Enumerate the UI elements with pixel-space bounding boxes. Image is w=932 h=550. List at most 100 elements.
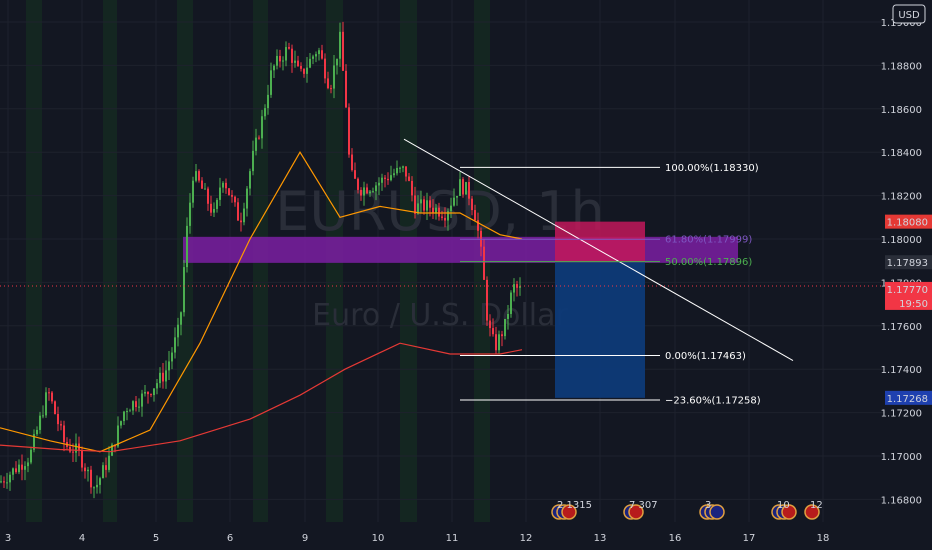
candle-body: [6, 482, 8, 484]
candle-body: [279, 55, 281, 62]
candle-body: [306, 67, 308, 74]
candle-body: [126, 411, 128, 413]
price-tick-label: 1.17000: [881, 452, 922, 463]
candle-body: [153, 388, 155, 396]
fibonacci-retracement[interactable]: 100.00%(1.18330) 61.80%(1.17999) 50.00%(1.…: [460, 163, 761, 407]
candle-body: [495, 334, 497, 351]
candle-body: [486, 279, 488, 321]
candle-body: [426, 200, 428, 211]
price-tick-label: 1.18000: [881, 235, 922, 246]
candle-body: [285, 47, 287, 61]
candle-body: [432, 207, 434, 213]
currency-button[interactable]: USD: [892, 4, 926, 24]
stop-loss-zone: [555, 221, 645, 263]
watermark-subtitle: Euro / U.S. Dollar: [312, 298, 568, 333]
candle-body: [408, 176, 410, 181]
time-tick-label: 13: [594, 533, 607, 544]
candle-body: [255, 137, 257, 151]
candle-body: [273, 65, 275, 71]
candle-body: [261, 116, 263, 139]
candle-body: [141, 393, 143, 407]
candles: [0, 21, 521, 499]
candle-body: [105, 465, 107, 470]
candle-body: [333, 65, 335, 89]
candle-body: [312, 56, 314, 59]
economic-events[interactable]: 2 1315 7 307 3 10 12: [551, 500, 823, 520]
price-tick-label: 1.16800: [881, 495, 922, 506]
candle-body: [378, 182, 380, 186]
moving-averages: [0, 151, 523, 453]
price-badge-value: 1.17770: [887, 285, 928, 296]
candle-body: [438, 207, 440, 217]
candle-body: [135, 401, 137, 408]
candle-body: [345, 70, 347, 108]
candle-body: [435, 207, 437, 213]
time-tick-label: 18: [817, 533, 830, 544]
candle-body: [51, 392, 53, 402]
price-badge-value: 1.17893: [887, 258, 928, 269]
candle-body: [300, 66, 302, 69]
event-marker[interactable]: 7 307: [623, 500, 658, 520]
time-tick-label: 17: [743, 533, 756, 544]
fib-level[interactable]: 100.00%(1.18330): [460, 163, 759, 174]
candle-body: [462, 179, 464, 195]
candle-body: [108, 455, 110, 470]
fib-level[interactable]: −23.60%(1.17258): [460, 396, 761, 407]
candle-body: [492, 328, 494, 335]
candle-body: [18, 464, 20, 473]
us-flag-icon: [781, 504, 797, 520]
price-tick-label: 1.17200: [881, 409, 922, 420]
time-tick-label: 16: [669, 533, 682, 544]
candle-body: [57, 413, 59, 425]
event-marker[interactable]: 2 1315: [551, 500, 592, 520]
candle-body: [240, 220, 242, 223]
fib-level[interactable]: 61.80%(1.17999): [460, 235, 752, 246]
candle-body: [24, 466, 26, 470]
candle-body: [183, 267, 185, 313]
event-marker[interactable]: 10: [771, 500, 797, 520]
candle-body: [99, 478, 101, 485]
price-tick-label: 1.17400: [881, 365, 922, 376]
candle-body: [294, 60, 296, 63]
fib-level[interactable]: 50.00%(1.17896): [460, 257, 752, 268]
candle-body: [12, 468, 14, 475]
candle-body: [39, 415, 41, 430]
candle-body: [264, 108, 266, 117]
candle-body: [216, 199, 218, 209]
time-tick-label: 11: [446, 533, 459, 544]
price-tick-label: 1.18200: [881, 192, 922, 203]
candle-body: [453, 197, 455, 206]
candle-body: [456, 195, 458, 198]
candle-body: [207, 188, 209, 204]
candle-body: [63, 425, 65, 443]
candle-body: [450, 205, 452, 212]
candle-body: [405, 166, 407, 177]
trend-line[interactable]: [403, 138, 794, 361]
fib-level[interactable]: 0.00%(1.17463): [460, 351, 746, 362]
event-marker[interactable]: 12: [804, 500, 823, 520]
price-badge-countdown: 19:50: [899, 299, 928, 310]
us-flag-icon: [628, 504, 644, 520]
candle-body: [507, 313, 509, 319]
candle-body: [222, 182, 224, 188]
time-axis[interactable]: [0, 522, 932, 550]
candle-body: [444, 217, 446, 221]
candle-body: [384, 177, 386, 179]
candle-body: [195, 171, 197, 181]
drawings[interactable]: [403, 138, 794, 361]
time-tick-label: 5: [153, 533, 159, 544]
candle-body: [54, 401, 56, 414]
candle-body: [129, 410, 131, 412]
candle-body: [459, 179, 461, 196]
candle-body: [231, 195, 233, 197]
candle-body: [249, 171, 251, 189]
candle-body: [30, 449, 32, 463]
candle-body: [501, 334, 503, 337]
candle-body: [372, 191, 374, 193]
candle-body: [213, 208, 215, 213]
candle-body: [186, 225, 188, 268]
event-marker[interactable]: 3: [699, 500, 725, 520]
candle-body: [33, 434, 35, 450]
